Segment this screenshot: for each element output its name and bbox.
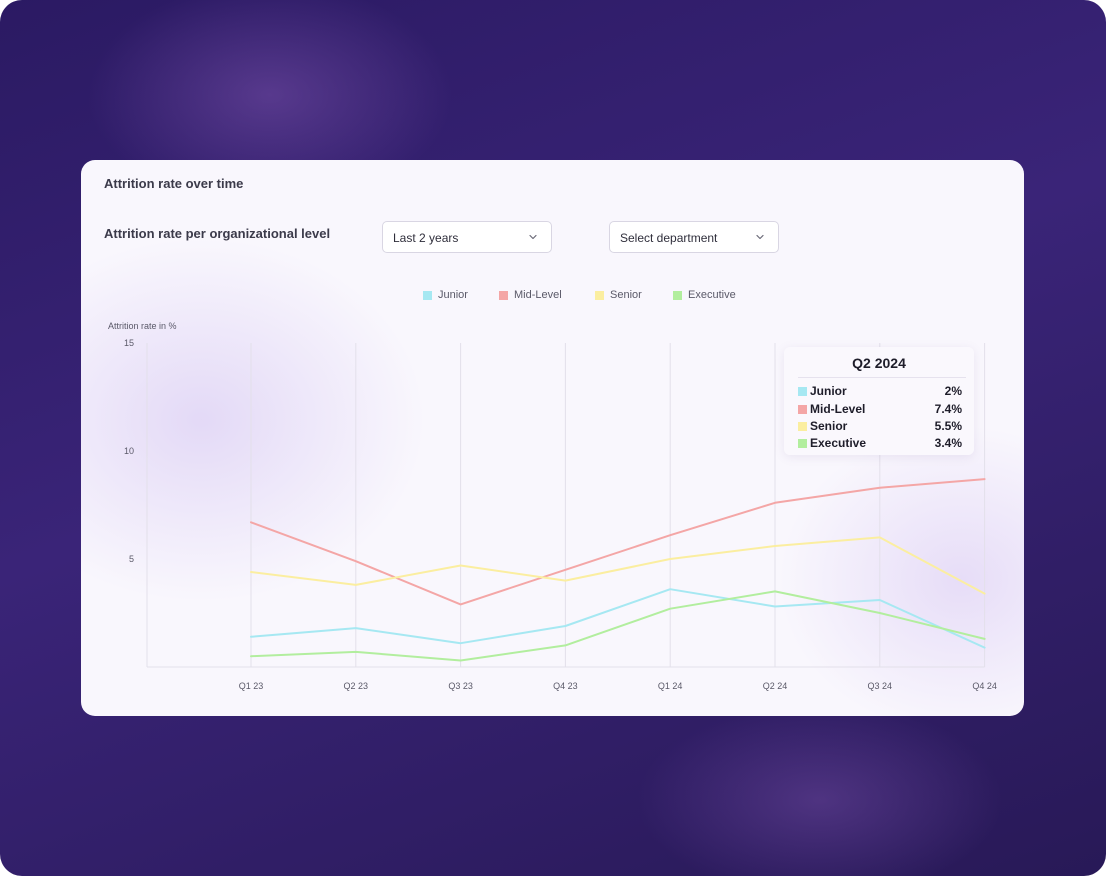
legend-swatch-junior: [423, 291, 432, 300]
tooltip-swatch-executive: [798, 439, 807, 448]
period-select[interactable]: Last 2 years: [382, 221, 552, 253]
series-line-junior: [250, 588, 986, 649]
legend-swatch-mid-level: [499, 291, 508, 300]
tooltip-title: Q2 2024: [852, 355, 906, 371]
tooltip-value-junior: 2%: [944, 384, 962, 398]
tooltip-value-senior: 5.5%: [934, 419, 962, 433]
x-tick-label: Q4 24: [972, 681, 997, 691]
tooltip-name-junior: Junior: [810, 384, 847, 398]
tooltip-row-senior: Senior 5.5%: [798, 419, 962, 435]
department-select-placeholder: Select department: [620, 231, 718, 245]
period-select-value: Last 2 years: [393, 231, 459, 245]
y-tick-label: 10: [124, 446, 134, 456]
legend-swatch-senior: [595, 291, 604, 300]
y-axis-label: Attrition rate in %: [108, 321, 177, 331]
department-select[interactable]: Select department: [609, 221, 779, 253]
series-line-executive: [250, 590, 986, 662]
legend-label-junior: Junior: [438, 289, 468, 301]
tooltip-name-senior: Senior: [810, 419, 848, 433]
x-tick-label: Q2 23: [344, 681, 369, 691]
x-tick-label: Q3 24: [868, 681, 893, 691]
tooltip-row-executive: Executive 3.4%: [798, 436, 962, 452]
card-title: Attrition rate over time: [104, 176, 244, 191]
legend-label-mid-level: Mid-Level: [514, 289, 562, 301]
tooltip-divider: [798, 377, 966, 378]
series-line-mid-level: [250, 478, 986, 606]
tooltip-value-mid-level: 7.4%: [934, 402, 962, 416]
x-tick-label: Q2 24: [763, 681, 788, 691]
tooltip-name-mid-level: Mid-Level: [810, 402, 866, 416]
chart-tooltip: Q2 2024 Junior 2% Mid-Level 7.4% Senior …: [784, 347, 974, 455]
tooltip-swatch-senior: [798, 422, 807, 431]
attrition-card: Attrition rate over time Attrition rate …: [81, 160, 1024, 716]
legend-label-executive: Executive: [688, 289, 736, 301]
x-tick-label: Q1 24: [658, 681, 683, 691]
tooltip-name-executive: Executive: [810, 436, 867, 450]
chevron-down-icon: [756, 234, 764, 240]
tooltip-row-junior: Junior 2%: [798, 384, 962, 400]
y-tick-label: 5: [129, 554, 134, 564]
legend-swatch-executive: [673, 291, 682, 300]
legend-label-senior: Senior: [610, 289, 642, 301]
tooltip-row-mid-level: Mid-Level 7.4%: [798, 402, 962, 418]
chart-subtitle: Attrition rate per organizational level: [104, 226, 331, 241]
y-tick-label: 15: [124, 338, 134, 348]
series-line-senior: [250, 536, 986, 595]
line-chart: Q1 23 Q2 23 Q3 23 Q4 23 Q1 24 Q2 24 Q3 24 Q4 24…: [124, 338, 997, 691]
chevron-down-icon: [529, 234, 537, 240]
x-tick-label: Q4 23: [553, 681, 578, 691]
tooltip-swatch-mid-level: [798, 405, 807, 414]
x-tick-label: Q1 23: [239, 681, 264, 691]
tooltip-swatch-junior: [798, 387, 807, 396]
x-tick-label: Q3 23: [448, 681, 473, 691]
tooltip-value-executive: 3.4%: [934, 436, 962, 450]
